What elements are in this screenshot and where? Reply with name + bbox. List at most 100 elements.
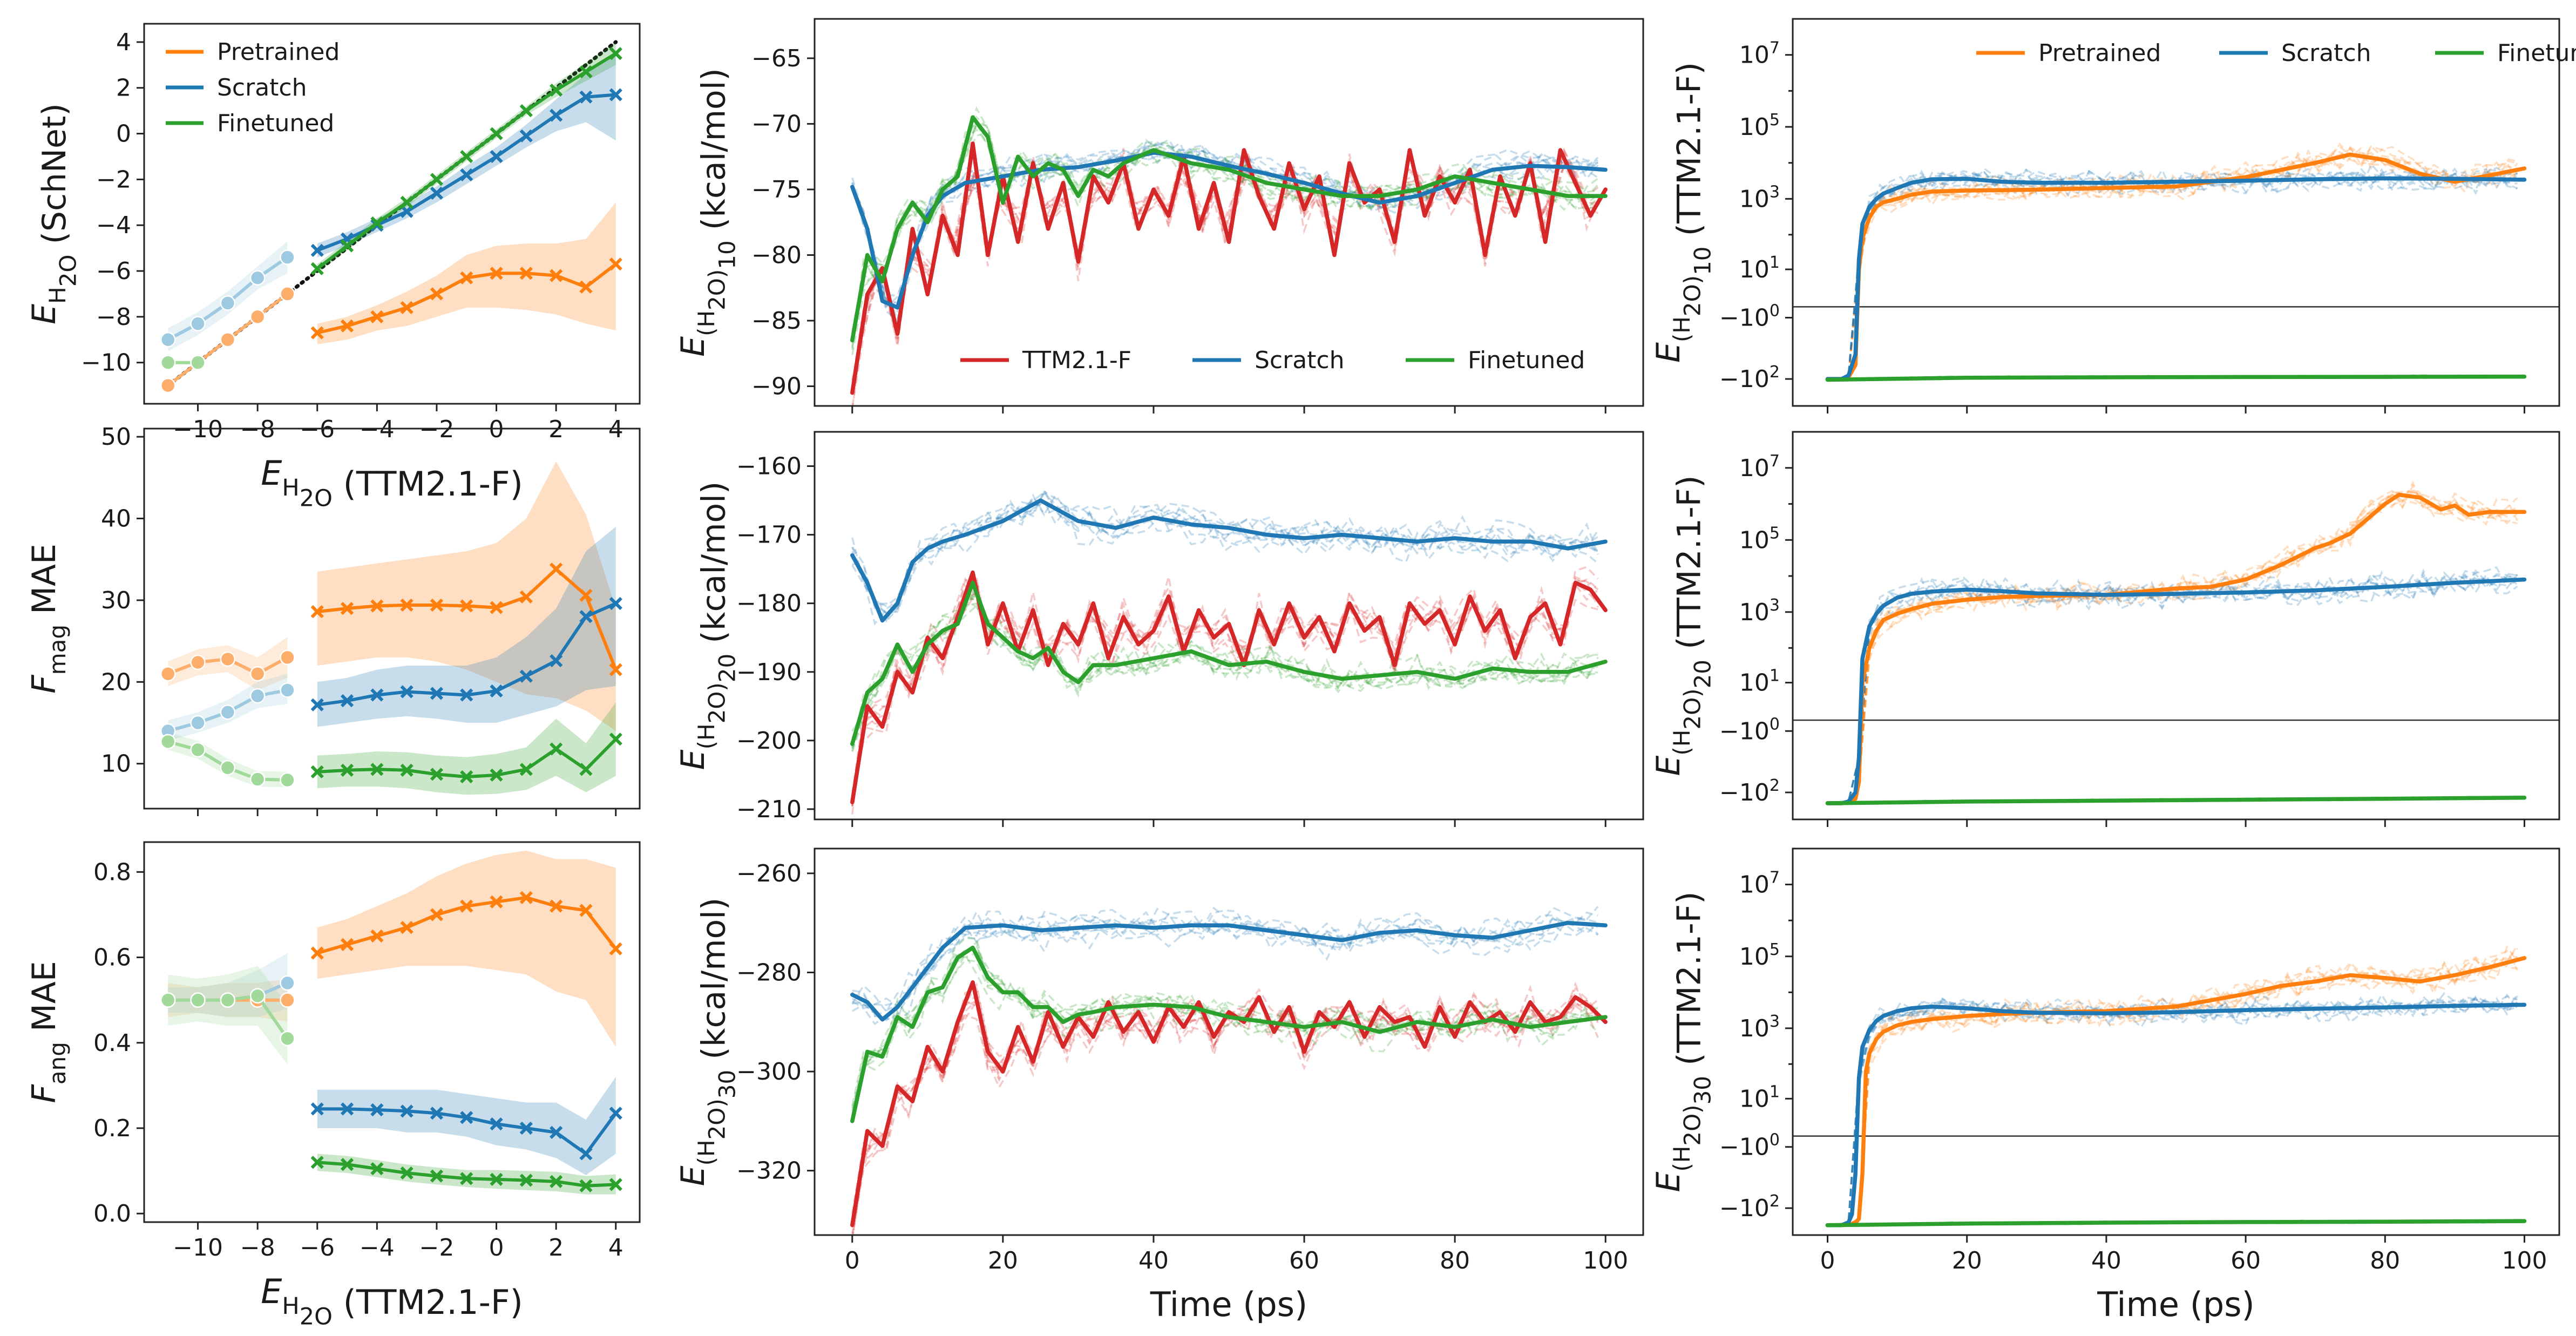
x-tick-label: 20 (988, 1247, 1018, 1274)
x-axis-label: EH2O (TTM2.1-F) (261, 453, 523, 512)
y-tick-label: −100 (1719, 301, 1780, 331)
legend: TTM2.1-F Scratch Finetuned (960, 347, 1585, 374)
data-point (280, 1030, 295, 1047)
data-point (490, 768, 503, 782)
plot-area (1793, 143, 2559, 382)
y-tick-label: −4 (96, 212, 131, 239)
trajectory-line (1827, 171, 2518, 380)
plot-area (850, 106, 1608, 406)
plot-area (850, 488, 1608, 815)
y-tick-label: −160 (736, 453, 802, 480)
trajectory-line (851, 948, 1598, 1121)
data-point (220, 704, 236, 720)
trajectory-line (1827, 171, 2518, 380)
trajectory-line (1827, 992, 2518, 1226)
trajectory-line (851, 986, 1599, 1222)
data-point (609, 88, 622, 101)
trajectory-line (1827, 167, 2518, 380)
data-point (430, 173, 444, 186)
data-point (160, 332, 176, 348)
data-point (370, 216, 384, 230)
confidence-band (317, 461, 616, 731)
data-point (550, 742, 563, 756)
data-point (280, 649, 295, 666)
data-point (249, 688, 266, 704)
data-point (340, 319, 354, 333)
data-point (519, 669, 533, 683)
trajectory-line (1827, 480, 2518, 804)
data-point (609, 733, 622, 746)
trajectory-line (851, 995, 1599, 1234)
plot-area (160, 850, 622, 1195)
data-point (550, 269, 563, 282)
data-point (280, 286, 295, 302)
data-point (550, 1125, 563, 1140)
trajectory-line (851, 906, 1599, 1007)
panel-p32: 0 20 40 60 80 100 −320 −300 −280 −260 E(H2O)30 (kc… (674, 847, 1644, 1324)
data-point (370, 310, 384, 323)
data-point (609, 47, 622, 60)
x-tick-label: 60 (2231, 1247, 2261, 1274)
y-tick-label: −102 (1719, 1192, 1780, 1222)
trajectory-line (1827, 491, 2518, 804)
y-tick-label: 0.6 (93, 944, 131, 972)
data-point (190, 742, 206, 758)
y-tick-label: 105 (1739, 524, 1780, 554)
data-point (550, 1175, 563, 1188)
y-tick-label: −80 (751, 241, 802, 269)
trajectory-line (851, 937, 1599, 1109)
confidence-band (317, 1077, 616, 1175)
trajectory-line (851, 141, 1599, 322)
plot-area (160, 40, 622, 394)
data-point (310, 1102, 324, 1116)
data-point (370, 929, 384, 943)
data-point (249, 988, 266, 1004)
data-point (400, 301, 413, 315)
data-point (430, 598, 444, 612)
data-point (550, 654, 563, 668)
data-point (490, 1117, 503, 1131)
y-tick-label: 107 (1739, 452, 1780, 482)
data-point (340, 1102, 354, 1116)
y-tick-label: 0.0 (93, 1200, 131, 1228)
series-line (1825, 577, 2527, 805)
trajectory-line (852, 997, 1598, 1235)
data-point (340, 1158, 354, 1171)
trajectory-line (1827, 490, 2518, 804)
confidence-band (317, 202, 616, 344)
data-point (609, 257, 622, 271)
x-tick-label: 60 (1289, 1247, 1319, 1274)
y-tick-label: −210 (736, 796, 802, 823)
data-point (280, 249, 295, 265)
y-tick-label: 105 (1739, 111, 1780, 141)
y-tick-label: −65 (751, 45, 802, 72)
data-point (460, 168, 473, 182)
x-tick-label: 0 (1820, 1247, 1835, 1274)
legend-label: TTM2.1-F (1022, 347, 1131, 374)
data-point (490, 150, 503, 164)
y-tick-label: 50 (101, 423, 131, 451)
trajectory-line (851, 577, 1599, 807)
data-point (400, 1104, 413, 1118)
data-point (310, 698, 324, 711)
y-tick-label: −90 (751, 373, 802, 401)
data-point (579, 763, 593, 776)
trajectory-line (851, 604, 1598, 752)
confidence-band (317, 702, 616, 795)
data-point (490, 127, 503, 140)
trajectory-line (1827, 493, 2518, 804)
data-point (249, 666, 266, 682)
data-point (400, 921, 413, 934)
axes-frame (814, 18, 1644, 407)
y-tick-label: −102 (1719, 776, 1780, 806)
data-point (519, 104, 533, 118)
trajectory-line (1827, 573, 2518, 804)
trajectory-line (1827, 491, 2518, 804)
confidence-band (317, 850, 616, 1047)
trajectory-line (1827, 147, 2519, 380)
data-point (430, 287, 444, 301)
trajectory-line (1827, 955, 2518, 1226)
series-line (1825, 956, 2527, 1228)
data-point (400, 685, 413, 698)
data-point (400, 1166, 413, 1180)
